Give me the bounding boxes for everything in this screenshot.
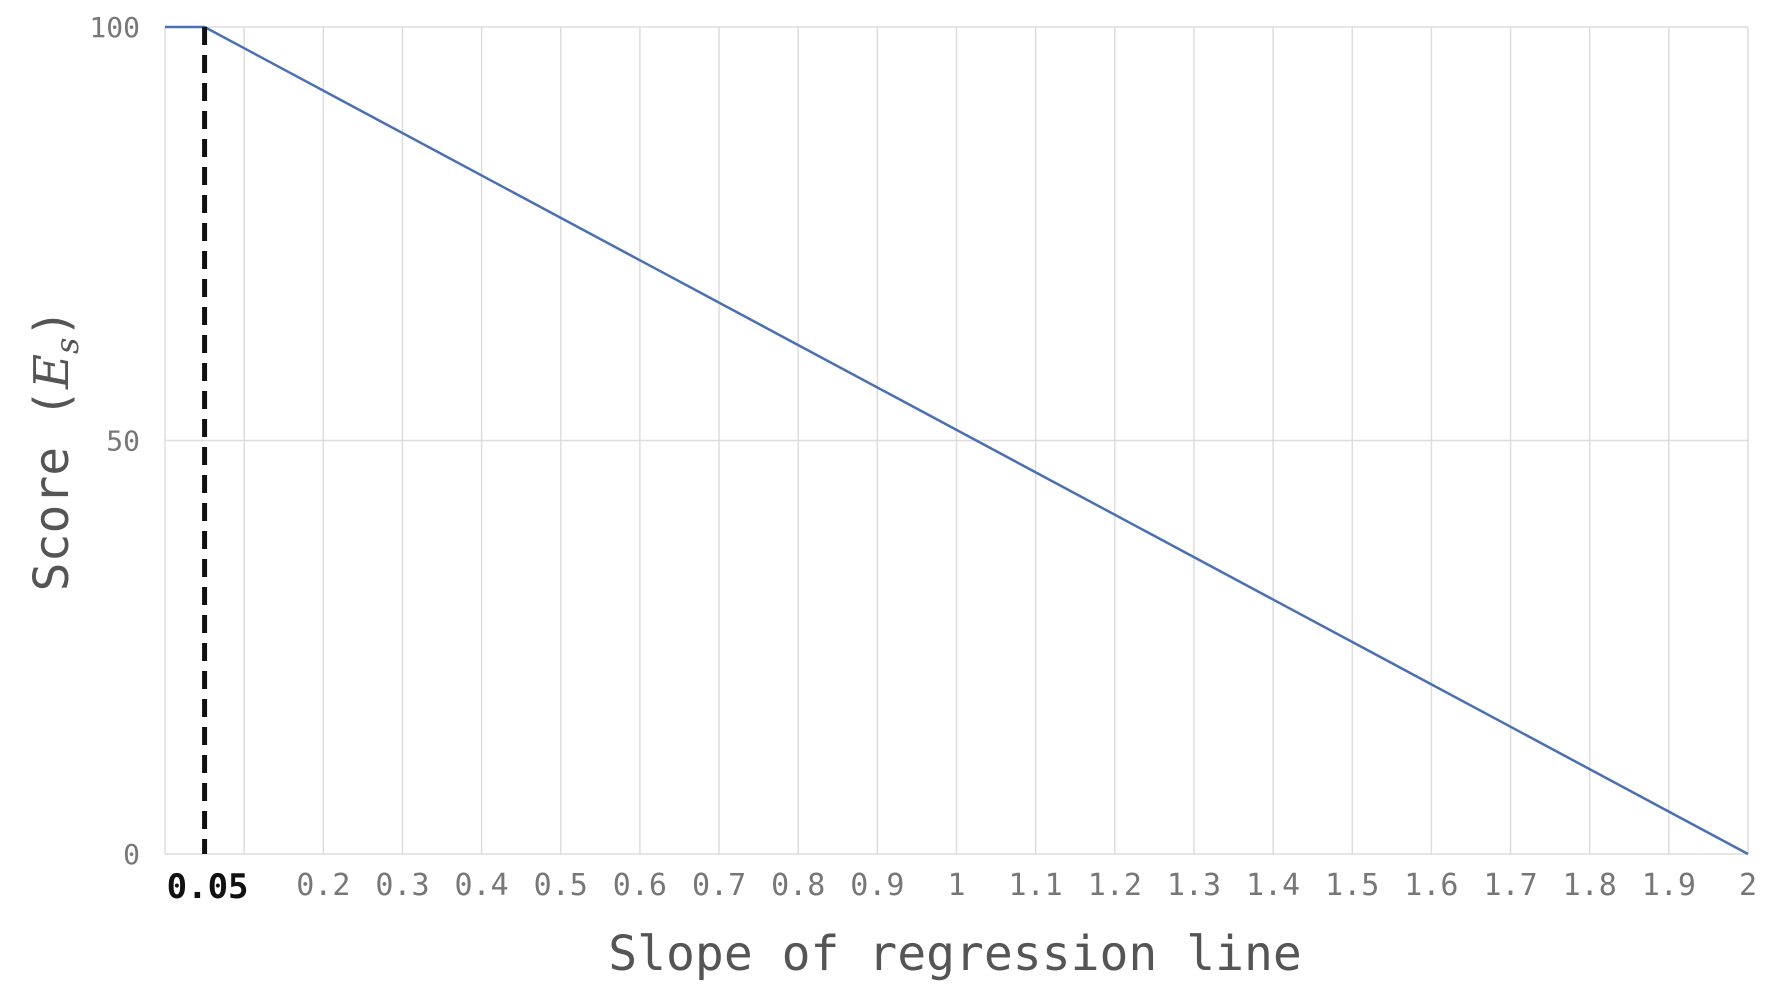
x-tick-label: 0.8 bbox=[771, 868, 825, 903]
y-tick-label: 100 bbox=[89, 11, 140, 44]
x-tick-label: 2 bbox=[1739, 868, 1757, 903]
y-axis-label-close-paren: ) bbox=[24, 309, 80, 338]
y-tick-labels: 0 50 100 bbox=[89, 11, 140, 871]
x-tick-label: 0.5 bbox=[534, 868, 588, 903]
y-axis-label-open-paren: ( bbox=[24, 389, 80, 447]
x-tick-labels: 0.2 0.3 0.4 0.5 0.6 0.7 0.8 0.9 1 1.1 1.2 1.3 1.4 1.5… bbox=[296, 868, 1757, 903]
x-tick-label: 0.9 bbox=[850, 868, 904, 903]
x-tick-label: 1.4 bbox=[1246, 868, 1300, 903]
y-axis-label: Score (Es) bbox=[24, 309, 86, 592]
x-tick-label: 1 bbox=[947, 868, 965, 903]
x-tick-label: 1.7 bbox=[1483, 868, 1537, 903]
x-tick-label: 0.2 bbox=[296, 868, 350, 903]
y-axis-label-symbol: E bbox=[24, 354, 80, 390]
x-tick-label: 1.5 bbox=[1325, 868, 1379, 903]
x-tick-label: 0.4 bbox=[455, 868, 509, 903]
grid-lines bbox=[164, 26, 1749, 855]
annotation-group: 0.05 bbox=[167, 27, 249, 907]
x-tick-label: 0.6 bbox=[613, 868, 667, 903]
x-tick-label: 1.6 bbox=[1404, 868, 1458, 903]
threshold-label: 0.05 bbox=[167, 867, 249, 907]
x-tick-label: 1.2 bbox=[1088, 868, 1142, 903]
x-axis-label: Slope of regression line bbox=[608, 926, 1302, 982]
x-tick-label: 1.3 bbox=[1167, 868, 1221, 903]
y-axis-label-text: Score bbox=[24, 447, 80, 592]
y-tick-label: 0 bbox=[123, 838, 140, 871]
x-tick-label: 1.8 bbox=[1563, 868, 1617, 903]
y-axis-label-subscript: s bbox=[48, 338, 86, 354]
x-tick-label: 1.1 bbox=[1009, 868, 1063, 903]
x-tick-label: 0.7 bbox=[692, 868, 746, 903]
x-tick-label: 1.9 bbox=[1642, 868, 1696, 903]
y-tick-label: 50 bbox=[106, 425, 140, 458]
x-axis-label-group: Slope of regression line bbox=[608, 926, 1302, 982]
x-tick-label: 0.3 bbox=[375, 868, 429, 903]
y-axis-label-group: Score (Es) bbox=[24, 309, 86, 592]
